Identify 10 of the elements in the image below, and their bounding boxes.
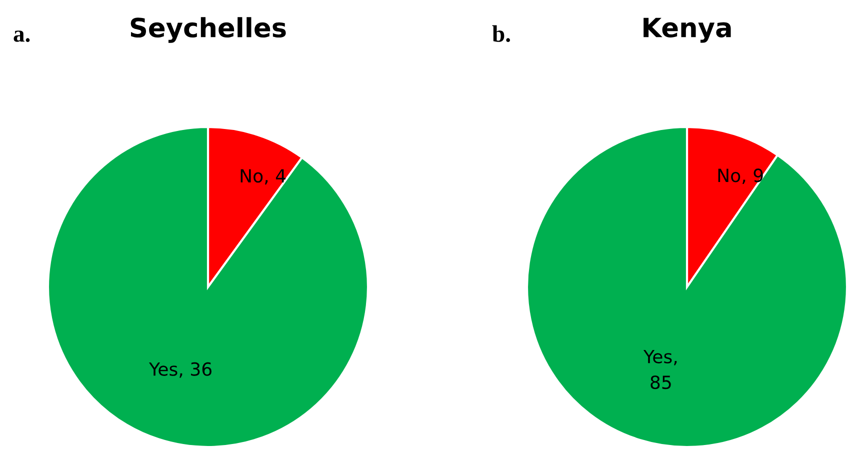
text: a. [14, 30, 30, 42]
pie-slice [46, 126, 370, 448]
chart-title: Seychelles [130, 17, 286, 43]
pie-slice [526, 126, 848, 448]
data-label: Yes, 85 [643, 350, 677, 390]
data-label: No, 4 [240, 169, 286, 185]
data-label: Yes, 36 [148, 362, 212, 378]
chart-title: Kenya [644, 18, 731, 43]
data-label: No, 9 [718, 168, 763, 184]
text: b. [492, 25, 510, 42]
